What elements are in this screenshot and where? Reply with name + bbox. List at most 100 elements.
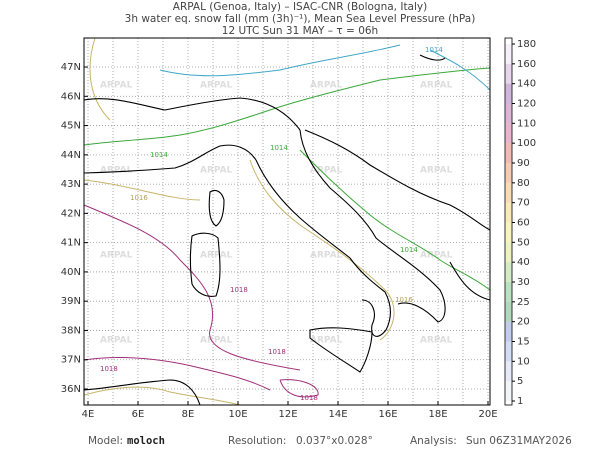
corsica	[208, 189, 225, 227]
colorbar-band	[505, 381, 512, 401]
colorbar-band	[505, 282, 512, 302]
x-tick-label: 8E	[182, 409, 195, 420]
colorbar-band	[505, 63, 512, 84]
header-line: ARPAL (Genoa, Italy) – ISAC-CNR (Bologna…	[173, 1, 427, 13]
colorbar-label: 140	[517, 79, 536, 90]
colorbar-label: 80	[517, 178, 530, 189]
contour-label: 1018	[100, 365, 118, 373]
contour-label: 1014	[425, 46, 443, 54]
header-line: 12 UTC Sun 31 MAY – τ = 06h	[222, 25, 378, 37]
colorbar-band	[505, 83, 512, 104]
y-tick-label: 44N	[61, 150, 81, 161]
watermark: ARPAL	[310, 251, 343, 261]
colorbar-band	[505, 242, 512, 263]
coastline	[419, 54, 491, 301]
watermark: ARPAL	[200, 336, 233, 346]
y-tick-label: 45N	[61, 121, 81, 132]
header-line: 3h water eq. snow fall (mm (3h)⁻¹), Mean…	[125, 13, 476, 25]
isobar	[83, 204, 301, 371]
watermark: ARPAL	[310, 81, 343, 91]
isobar	[83, 67, 491, 146]
isobar	[279, 379, 319, 398]
isobar	[83, 37, 201, 201]
isobar	[83, 357, 271, 391]
y-tick-label: 46N	[61, 91, 81, 102]
y-tick-label: 40N	[61, 267, 81, 278]
watermark: ARPAL	[310, 166, 343, 176]
x-tick-label: 18E	[428, 409, 447, 420]
coastline	[304, 129, 491, 231]
colorbar-label: 40	[517, 257, 530, 268]
contour-label: 1014	[150, 151, 168, 159]
watermark: ARPAL	[100, 166, 133, 176]
isobar	[299, 149, 491, 291]
contour-label: 1018	[268, 348, 286, 356]
sardinia	[189, 232, 221, 297]
colorbar-label: 10	[517, 356, 530, 367]
footer-label: Model:	[88, 435, 123, 447]
watermark: ARPAL	[200, 251, 233, 261]
x-tick-label: 4E	[82, 409, 95, 420]
watermark: ARPAL	[100, 81, 133, 91]
x-tick-label: 14E	[328, 409, 347, 420]
colorbar-band	[505, 103, 512, 124]
watermark: ARPAL	[420, 251, 453, 261]
watermarks: ARPAL ARPAL ARPAL ARPAL ARPAL ARPAL ARPA…	[100, 81, 453, 346]
watermark: ARPAL	[420, 166, 453, 176]
x-tick-label: 16E	[378, 409, 397, 420]
coastline	[83, 144, 391, 337]
colorbar-label: 5	[517, 376, 523, 387]
colorbar-band	[505, 341, 512, 362]
y-tick-label: 47N	[61, 62, 81, 73]
colorbar-frame	[504, 37, 513, 406]
coastline	[299, 129, 446, 323]
colorbar-label: 120	[517, 99, 536, 110]
colorbar-band	[505, 202, 512, 223]
colorbar-band	[505, 301, 512, 322]
map-frame	[83, 37, 491, 406]
x-tick-label: 12E	[278, 409, 297, 420]
colorbar-band	[505, 321, 512, 342]
colorbar-label: 70	[517, 198, 530, 209]
isobar	[83, 386, 241, 406]
footer-value: Sun 06Z31MAY2026	[466, 435, 572, 447]
border	[83, 97, 301, 131]
y-tick-label: 37N	[61, 355, 81, 366]
watermark: ARPAL	[420, 81, 453, 91]
coastlines	[83, 54, 491, 406]
colorbar-band	[505, 163, 512, 183]
y-tick-label: 42N	[61, 208, 81, 219]
colorbar-label: 110	[517, 118, 536, 129]
x-tick-label: 6E	[132, 409, 145, 420]
coastline	[83, 379, 201, 406]
colorbar-label: 180	[517, 39, 536, 50]
contour-label: 1018	[300, 394, 318, 402]
isobars	[83, 37, 491, 406]
contour-label: 1016	[130, 194, 148, 202]
footer-value: moloch	[127, 435, 165, 447]
contour-labels: 1014 1014 1014 1014 1016 1016 1018 1018 …	[100, 46, 443, 402]
contour-label: 1014	[400, 246, 418, 254]
colorbar-label: 1	[517, 396, 523, 407]
watermark: ARPAL	[420, 336, 453, 346]
footer-label: Analysis:	[410, 435, 457, 447]
colorbar-label: 160	[517, 59, 536, 70]
contour-label: 1018	[230, 286, 248, 294]
colorbar-label: 25	[517, 297, 530, 308]
colorbar: 1510152025304050607080901001101201401601…	[504, 37, 536, 407]
watermark: ARPAL	[100, 336, 133, 346]
watermark: ARPAL	[200, 166, 233, 176]
colorbar-band	[505, 361, 512, 382]
colorbar-band	[505, 44, 512, 64]
axes: 4E 6E 8E 10E 12E 14E 16E 18E 20E 36N 37N 38N 39N 40N 4…	[61, 62, 498, 420]
colorbar-label: 20	[517, 317, 530, 328]
colorbar-label: 50	[517, 237, 530, 248]
watermark: ARPAL	[200, 81, 233, 91]
footer-label: Resolution:	[228, 435, 286, 447]
contour-label: 1014	[270, 144, 288, 152]
isobar	[159, 44, 491, 91]
y-tick-label: 41N	[61, 238, 81, 249]
colorbar-band	[505, 143, 512, 163]
x-tick-label: 20E	[478, 409, 497, 420]
colorbar-label: 90	[517, 158, 530, 169]
